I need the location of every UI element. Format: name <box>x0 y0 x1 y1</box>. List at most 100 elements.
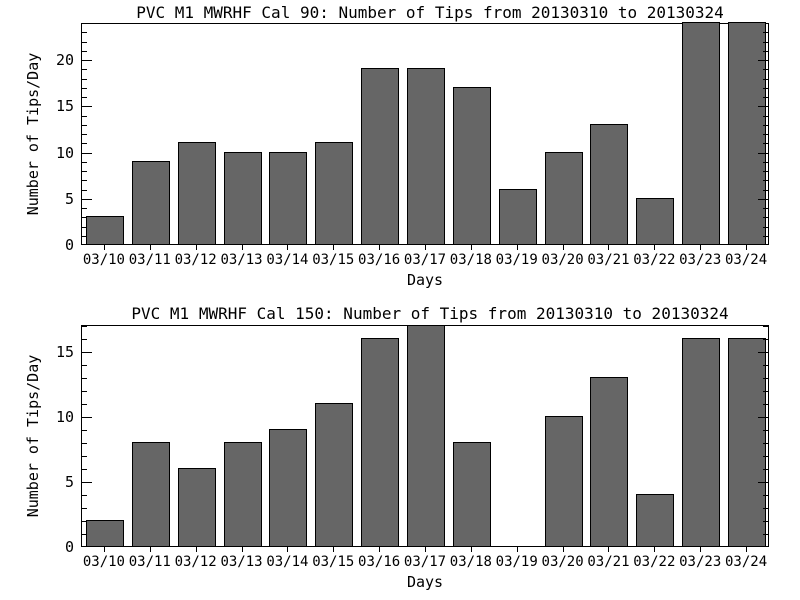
y-major-tick <box>758 198 768 200</box>
x-tick-label: 03/14 <box>266 554 309 570</box>
y-minor-tick <box>82 495 87 497</box>
y-minor-tick <box>82 456 87 458</box>
y-minor-tick <box>82 443 87 445</box>
x-tick <box>241 245 243 250</box>
bar-03-20 <box>544 151 583 244</box>
y-minor-tick <box>82 115 87 117</box>
y-minor-tick <box>82 208 87 209</box>
y-major-tick <box>758 352 768 354</box>
y-minor-tick <box>763 495 768 497</box>
y-minor-tick <box>763 180 768 182</box>
x-tick-label: 03/22 <box>633 252 676 268</box>
bar-03-23 <box>682 22 721 244</box>
y-minor-tick <box>82 217 87 219</box>
y-tick-label: 0 <box>64 236 74 254</box>
x-tick <box>241 547 243 552</box>
bar-03-12 <box>177 468 216 546</box>
bar-03-15 <box>315 142 354 244</box>
y-minor-tick <box>763 469 768 471</box>
x-tick-label: 03/12 <box>174 252 217 268</box>
bar-03-14 <box>269 151 308 244</box>
x-tick-label: 03/20 <box>541 554 584 570</box>
bar-03-22 <box>636 197 675 244</box>
y-minor-tick <box>82 508 87 510</box>
x-tick-label: 03/17 <box>403 554 447 570</box>
x-tick <box>608 547 610 552</box>
y-minor-tick <box>763 391 768 393</box>
y-major-tick <box>758 106 768 108</box>
y-minor-tick <box>763 235 768 237</box>
y-minor-tick <box>82 78 87 80</box>
x-axis-label: Days <box>406 271 444 289</box>
y-minor-tick <box>763 430 768 432</box>
y-major-tick <box>82 417 92 419</box>
plot-area <box>81 325 769 547</box>
x-tick <box>195 547 197 552</box>
bar-03-16 <box>361 68 400 244</box>
chart-title: PVC M1 MWRHF Cal 90: Number of Tips from… <box>136 3 724 22</box>
bar-03-20 <box>544 416 583 546</box>
y-tick-label: 15 <box>55 97 74 116</box>
x-tick-label: 03/21 <box>587 252 630 268</box>
y-minor-tick <box>82 161 87 163</box>
x-tick-label: 03/19 <box>495 252 538 268</box>
y-tick-label: 5 <box>64 189 74 208</box>
bar-03-18 <box>452 86 491 244</box>
x-tick-label: 03/13 <box>220 252 263 268</box>
y-minor-tick <box>82 534 87 536</box>
x-tick <box>562 245 564 250</box>
y-major-tick <box>758 60 768 61</box>
y-minor-tick <box>82 326 87 328</box>
bar-03-11 <box>131 160 170 244</box>
y-minor-tick <box>763 78 768 80</box>
bar-03-22 <box>636 494 675 546</box>
y-minor-tick <box>82 87 87 89</box>
x-tick <box>516 547 518 552</box>
x-tick <box>379 547 381 552</box>
bar-03-14 <box>269 429 308 546</box>
y-minor-tick <box>763 171 768 172</box>
y-minor-tick <box>763 534 768 536</box>
y-axis-label: Number of Tips/Day <box>24 354 42 518</box>
y-major-tick <box>758 417 768 419</box>
y-minor-tick <box>763 226 768 228</box>
y-minor-tick <box>82 97 87 98</box>
x-tick <box>287 547 289 552</box>
y-minor-tick <box>763 443 768 445</box>
bar-03-23 <box>682 338 721 546</box>
x-tick-label: 03/24 <box>724 554 768 570</box>
bar-03-21 <box>590 123 629 244</box>
y-major-tick <box>758 482 768 484</box>
x-tick-label: 03/15 <box>312 252 355 268</box>
y-tick-label: 20 <box>55 51 74 69</box>
bar-03-17 <box>407 325 445 546</box>
x-tick-label: 03/12 <box>174 554 217 570</box>
x-tick <box>149 245 151 250</box>
y-minor-tick <box>82 124 87 126</box>
x-axis-label: Days <box>406 573 444 591</box>
y-tick-label: 0 <box>64 538 74 556</box>
y-tick-label: 5 <box>64 473 74 492</box>
x-tick <box>746 547 748 552</box>
x-tick-label: 03/21 <box>587 554 630 570</box>
x-tick <box>379 245 381 250</box>
y-tick-label: 10 <box>55 408 74 427</box>
y-minor-tick <box>82 521 87 523</box>
y-major-tick <box>758 152 768 154</box>
x-tick <box>700 245 702 250</box>
bar-03-15 <box>315 403 354 546</box>
bar-03-24 <box>728 22 767 244</box>
y-major-tick <box>82 198 92 200</box>
x-tick-label: 03/19 <box>495 554 538 570</box>
y-minor-tick <box>763 208 768 209</box>
y-major-tick <box>82 152 92 154</box>
y-minor-tick <box>82 189 87 191</box>
y-major-tick <box>82 352 92 354</box>
x-tick <box>195 245 197 250</box>
x-tick-label: 03/23 <box>679 554 722 570</box>
y-minor-tick <box>82 134 87 135</box>
y-minor-tick <box>82 180 87 182</box>
bar-03-10 <box>85 216 124 244</box>
bar-03-13 <box>223 151 262 244</box>
